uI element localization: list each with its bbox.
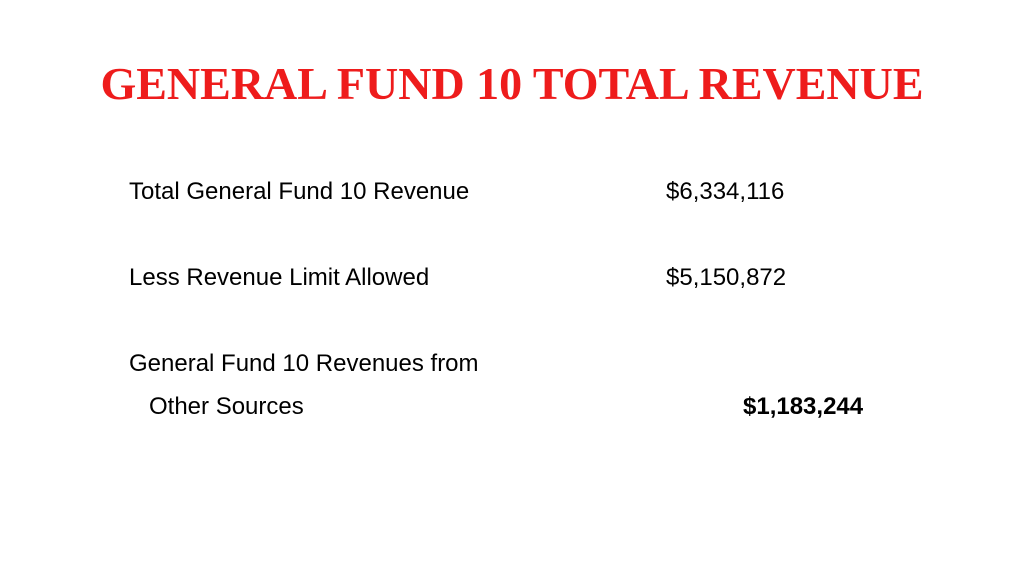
slide-title: GENERAL FUND 10 TOTAL REVENUE [100,58,924,109]
row-label-other-sources-line2: Other Sources [149,393,304,420]
row-label-other-sources-line1: General Fund 10 Revenues from [129,350,479,377]
row-value-total-revenue: $6,334,116 [666,178,785,205]
row-label-revenue-limit: Less Revenue Limit Allowed [129,264,430,291]
row-label-total-revenue: Total General Fund 10 Revenue [129,178,470,205]
row-value-revenue-limit: $5,150,872 [666,264,787,291]
row-value-other-sources: $1,183,244 [743,393,864,420]
